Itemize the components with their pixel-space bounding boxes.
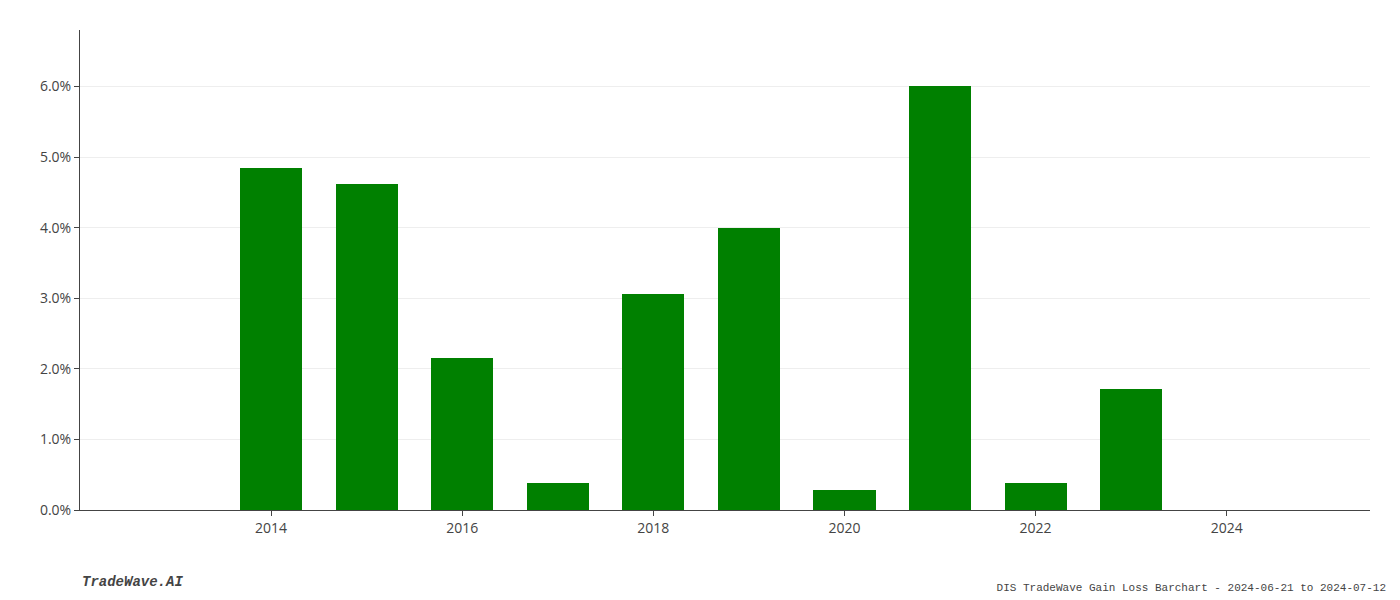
- svg-text:2016: 2016: [446, 518, 478, 537]
- svg-text:1.0%: 1.0%: [40, 429, 71, 448]
- svg-text:3.0%: 3.0%: [40, 288, 71, 307]
- svg-text:2.0%: 2.0%: [40, 359, 71, 378]
- svg-text:6.0%: 6.0%: [40, 76, 71, 95]
- svg-text:2014: 2014: [255, 518, 287, 537]
- svg-text:2022: 2022: [1020, 518, 1052, 537]
- svg-text:2024: 2024: [1211, 518, 1243, 537]
- svg-text:5.0%: 5.0%: [40, 147, 71, 166]
- svg-text:DIS TradeWave Gain Loss Barcha: DIS TradeWave Gain Loss Barchart - 2024-…: [997, 582, 1386, 594]
- svg-text:2018: 2018: [637, 518, 669, 537]
- svg-text:0.0%: 0.0%: [40, 500, 71, 519]
- svg-text:2020: 2020: [828, 518, 860, 537]
- svg-text:4.0%: 4.0%: [40, 218, 71, 237]
- svg-text:TradeWave.AI: TradeWave.AI: [82, 574, 183, 590]
